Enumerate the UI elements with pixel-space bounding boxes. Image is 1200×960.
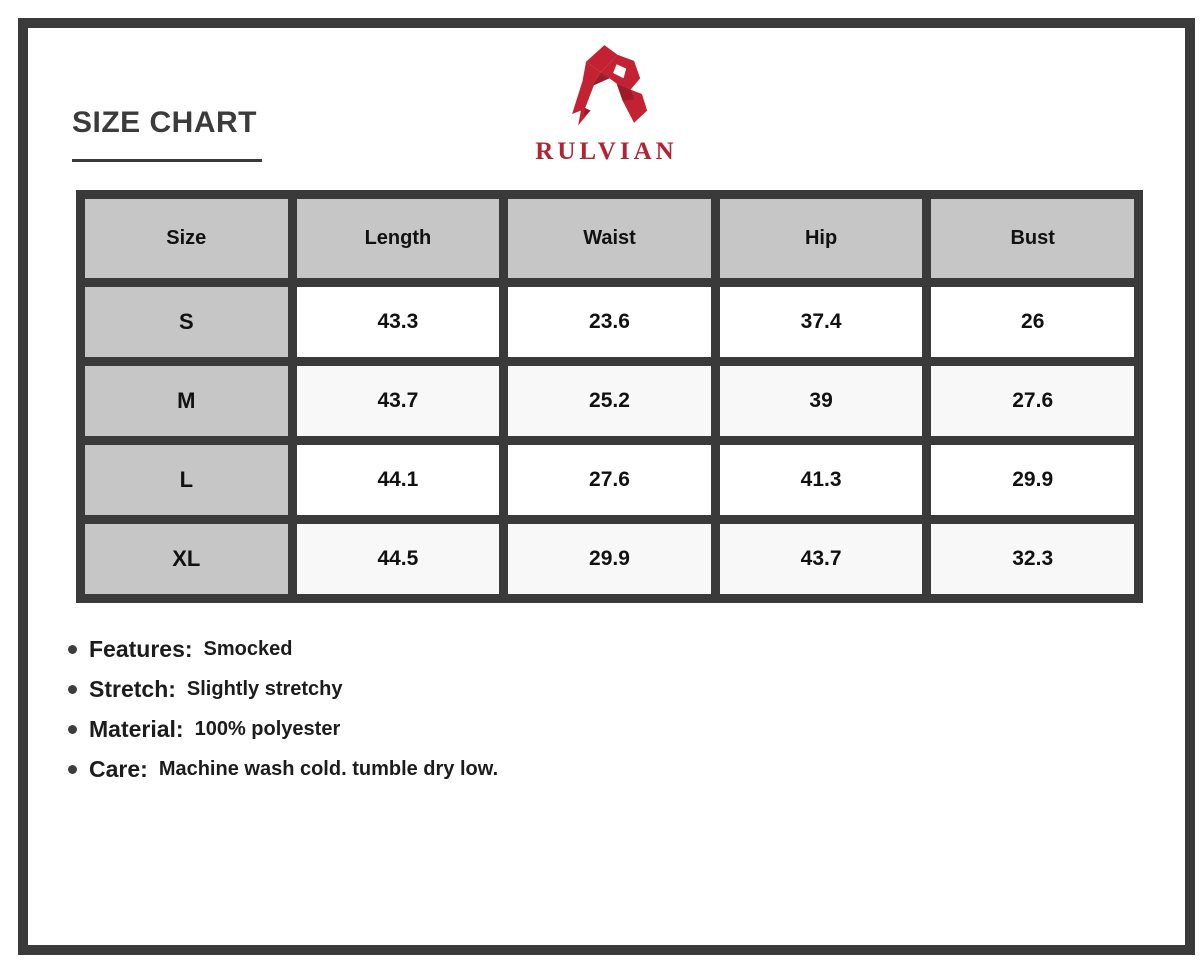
detail-item-material: Material: 100% polyester [68, 716, 498, 743]
row-m-size-label: M [85, 366, 288, 436]
row-s-bust: 26 [931, 287, 1134, 357]
detail-label: Stretch: [89, 676, 176, 702]
detail-label: Care: [89, 756, 148, 782]
column-header-waist: Waist [508, 199, 711, 278]
row-s-waist: 23.6 [508, 287, 711, 357]
detail-item-stretch: Stretch: Slightly stretchy [68, 676, 498, 703]
row-xl-hip: 43.7 [719, 524, 923, 594]
column-header-length: Length [296, 199, 500, 278]
row-m-length: 43.7 [296, 366, 500, 436]
row-m-hip: 39 [719, 366, 923, 436]
detail-item-features: Features: Smocked [68, 636, 498, 663]
row-m-bust: 27.6 [931, 366, 1134, 436]
column-header-size: Size [85, 199, 288, 278]
detail-value: 100% polyester [194, 718, 341, 740]
detail-value: Smocked [203, 638, 293, 660]
column-header-hip: Hip [719, 199, 923, 278]
detail-label: Material: [89, 716, 184, 742]
row-s-length: 43.3 [296, 287, 500, 357]
row-xl-bust: 32.3 [931, 524, 1134, 594]
row-l-bust: 29.9 [931, 445, 1134, 515]
product-details-list: Features: Smocked Stretch: Slightly stre… [68, 636, 498, 783]
bullet-icon [68, 645, 77, 654]
outer-frame: SIZE CHART [18, 18, 1195, 955]
row-xl-length: 44.5 [296, 524, 500, 594]
row-s-size-label: S [85, 287, 288, 357]
title-underline [72, 159, 262, 162]
bullet-icon [68, 685, 77, 694]
row-xl-waist: 29.9 [508, 524, 711, 594]
row-l-waist: 27.6 [508, 445, 711, 515]
size-table: Size Length Waist Hip Bust S 43.3 23.6 3… [76, 190, 1143, 603]
bullet-icon [68, 725, 77, 734]
brand-logo: RULVIAN [28, 40, 1185, 166]
page-title: SIZE CHART [72, 106, 257, 139]
detail-value: Machine wash cold. tumble dry low. [158, 758, 499, 780]
bullet-icon [68, 765, 77, 774]
row-l-size-label: L [85, 445, 288, 515]
row-l-hip: 41.3 [719, 445, 923, 515]
brand-monogram-icon [571, 45, 647, 126]
detail-item-care: Care: Machine wash cold. tumble dry low. [68, 756, 498, 783]
detail-value: Slightly stretchy [186, 678, 343, 700]
row-s-hip: 37.4 [719, 287, 923, 357]
detail-label: Features: [89, 636, 193, 662]
column-header-bust: Bust [931, 199, 1134, 278]
row-l-length: 44.1 [296, 445, 500, 515]
brand-name: RULVIAN [535, 138, 678, 165]
row-xl-size-label: XL [85, 524, 288, 594]
row-m-waist: 25.2 [508, 366, 711, 436]
